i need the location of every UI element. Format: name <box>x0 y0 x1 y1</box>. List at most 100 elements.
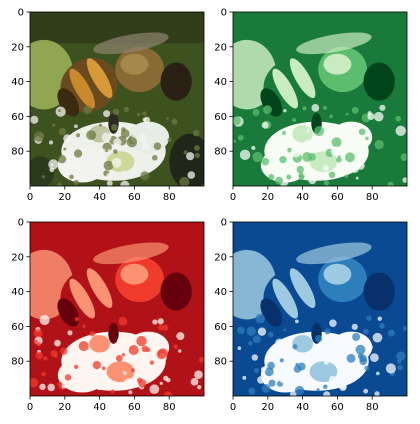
image-speckle <box>302 171 307 176</box>
image-speckle <box>89 331 95 337</box>
axes-frame <box>232 11 408 187</box>
x-tick-label: 60 <box>331 192 344 203</box>
image-speckle <box>324 328 331 335</box>
image-speckle <box>67 330 73 336</box>
image-speckle <box>252 335 261 344</box>
image-speckle <box>275 338 284 348</box>
image-speckle <box>336 157 342 163</box>
image-speckle <box>142 117 147 122</box>
image-speckle <box>286 174 292 180</box>
x-tick-label: 80 <box>366 192 379 203</box>
image-speckle <box>343 129 353 139</box>
image-speckle <box>80 175 87 182</box>
image-speckle <box>233 139 237 143</box>
image-speckle <box>248 341 253 346</box>
image-region <box>363 62 395 101</box>
image-speckle <box>345 152 355 163</box>
image-speckle <box>304 139 311 146</box>
image-speckle <box>128 345 139 356</box>
image-speckle <box>279 155 287 164</box>
image-speckle <box>368 344 374 350</box>
image-speckle <box>33 328 43 338</box>
image-speckle <box>323 105 328 110</box>
image-speckle <box>179 176 190 186</box>
image-speckle <box>322 165 329 172</box>
y-tick-label: 60 <box>11 112 24 123</box>
image-region <box>120 263 149 285</box>
image-speckle <box>257 376 265 384</box>
y-tick-label: 0 <box>18 218 24 229</box>
image-speckle <box>331 137 342 148</box>
image-speckle <box>344 174 349 179</box>
image-speckle <box>385 363 396 374</box>
image-speckle <box>290 390 297 396</box>
image-speckle <box>261 157 270 166</box>
image-speckle <box>134 363 141 370</box>
panel-original: 0 20 40 60 80 0 20 40 60 80 <box>11 8 205 203</box>
image-region <box>89 335 111 353</box>
image-speckle <box>74 317 80 322</box>
image-region <box>289 58 316 99</box>
image-speckle <box>252 109 260 116</box>
image-speckle <box>283 109 287 113</box>
image-original <box>30 12 204 186</box>
image-speckle <box>78 341 89 352</box>
image-speckle <box>123 106 130 113</box>
image-speckle <box>294 385 305 396</box>
image-speckle <box>233 116 241 125</box>
image-speckle <box>367 112 375 120</box>
image-speckle <box>156 349 167 360</box>
image-speckle <box>64 374 72 381</box>
image-region <box>108 322 119 344</box>
image-speckle <box>292 117 297 123</box>
image-speckle <box>254 368 260 374</box>
image-speckle <box>246 326 256 336</box>
image-region <box>292 125 314 143</box>
image-speckle <box>314 126 325 137</box>
image-speckle <box>302 152 313 162</box>
image-region <box>93 242 169 265</box>
image-speckle <box>41 175 46 179</box>
image-speckle <box>302 106 307 111</box>
image-speckle <box>294 319 299 324</box>
image-speckle <box>101 132 112 143</box>
image-speckle <box>387 329 395 337</box>
image-speckle <box>120 342 125 347</box>
y-tick-label: 80 <box>214 147 227 158</box>
image-speckle <box>339 382 347 390</box>
image-speckle <box>237 346 242 351</box>
image-speckle <box>311 103 320 112</box>
x-tick-label: 80 <box>163 192 176 203</box>
image-speckle <box>159 381 163 385</box>
image-speckle <box>73 179 80 186</box>
image-speckle <box>167 137 172 143</box>
image-speckle <box>323 391 331 396</box>
x-tick-label: 0 <box>230 192 236 203</box>
image-speckle <box>306 129 310 133</box>
image-speckle <box>186 152 195 161</box>
image-speckle <box>187 171 196 179</box>
image-speckle <box>287 147 293 153</box>
image-region <box>108 112 119 134</box>
image-speckle <box>58 127 67 136</box>
image-speckle <box>237 134 244 141</box>
image-speckle <box>51 123 56 127</box>
image-speckle <box>274 385 279 389</box>
image-speckle <box>39 383 46 391</box>
image-speckle <box>260 366 267 373</box>
image-speckle <box>142 111 147 116</box>
image-region <box>69 68 96 109</box>
image-speckle <box>92 360 102 370</box>
image-speckle <box>124 378 133 387</box>
image-speckle <box>113 149 118 154</box>
image-speckle <box>33 339 38 344</box>
image-region <box>272 278 299 319</box>
image-speckle <box>84 381 91 388</box>
image-speckle <box>36 342 41 347</box>
image-speckle <box>397 364 403 371</box>
image-speckle <box>355 176 359 180</box>
x-tick-label: 40 <box>296 192 309 203</box>
image-speckle <box>346 353 356 363</box>
image-speckle <box>194 370 203 380</box>
